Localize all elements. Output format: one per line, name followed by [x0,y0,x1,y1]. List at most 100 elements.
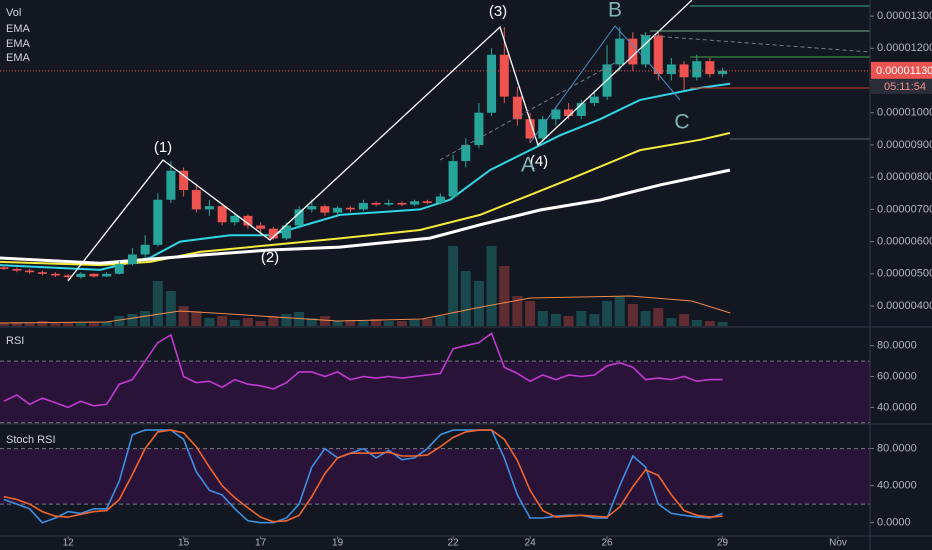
candle-body [256,225,266,229]
indicator-line [3,429,723,523]
band [0,361,870,423]
candle-body [0,267,9,269]
volume-bar [396,321,407,326]
volume-bar [306,318,317,326]
volume-bar [255,321,266,326]
candle-body [89,273,99,277]
volume-bar [409,320,420,326]
candle-body [410,201,420,205]
band [0,448,870,505]
candle-body [307,206,317,210]
x-tick-label: 26 [602,538,614,549]
candle-body [692,61,702,78]
trend-dashed [439,59,621,161]
volume-bar [88,322,99,326]
candle-body [204,206,214,210]
candle-body [281,225,291,239]
y-tick-label: 60.0000 [877,370,917,382]
volume-bar [319,316,330,326]
wave-label: (2) [261,249,279,266]
candle-body [448,161,458,197]
countdown-box [871,78,932,94]
candle-body [422,201,432,203]
candle-body [512,96,522,120]
volume-bar [691,320,702,326]
wave-line [67,0,693,282]
volume-bar [627,304,638,326]
candle-body [140,244,150,255]
x-tick-label: 19 [332,538,344,549]
volume-bar [371,319,382,326]
candle-body [474,112,484,145]
abc-label: B [608,0,622,22]
y-tick-label: 80.0000 [877,340,917,352]
marks-layer: 0.00000400 0.00000500 0.00000600 0.00000700… [0,10,932,549]
candle-body [564,109,574,116]
candle-body [179,170,189,191]
volume-bar [191,311,202,326]
legend-label: Vol [6,7,21,19]
background-layer [0,246,870,505]
candle-body [63,275,73,278]
indicator-line [3,429,723,524]
x-tick-label: 12 [63,538,75,549]
volume-bar [229,320,240,326]
candle-body [525,119,535,139]
wave-label: (3) [489,3,507,20]
volume-bar [614,296,625,326]
candle-body [435,196,445,203]
abc-line [529,25,681,144]
candle-body [268,228,278,239]
volume-bar [563,316,574,326]
volume-bar [127,314,138,326]
candle-body [615,38,625,65]
y-tick-label: 0.00000400 [877,300,932,312]
wave-label: (4) [530,153,548,170]
candle-body [653,35,663,75]
volume-ma [0,295,731,324]
volume-bar [550,314,561,326]
x-tick-label: 22 [448,538,460,549]
volume-bar [704,321,715,326]
x-tick-label: 24 [525,538,537,549]
pane-title: Stoch RSI [6,434,56,446]
candle-body [576,103,586,116]
y-tick-label: 0.00000800 [877,171,932,183]
pane-title: RSI [6,335,24,347]
volume-bar [63,322,74,326]
volume-bar [268,316,279,326]
candle-body [589,96,599,104]
volume-bar [140,311,151,326]
candle-body [461,144,471,162]
candle-body [345,207,355,210]
candle-body [114,264,124,274]
candle-body [217,206,227,223]
countdown-label: 05:11:54 [884,81,926,93]
y-tick-label: 40.0000 [877,401,917,413]
volume-bar [50,323,61,326]
volume-bar [473,281,484,326]
y-tick-label: 0.00001200 [877,42,932,54]
volume-bar [24,323,35,326]
volume-bar [165,291,176,326]
candle-body [718,70,728,75]
candle-body [243,215,253,226]
candle-body [705,61,715,75]
x-tick-label: 15 [178,538,190,549]
last-price-label: 0.00001130 [876,65,932,77]
wave-label: (1) [154,139,172,156]
volume-bar [345,320,356,326]
candle-body [102,273,112,277]
candle-body [358,202,368,210]
ema-line [0,132,731,267]
volume-bar [666,318,677,326]
volume-bar [0,323,9,326]
y-tick-label: 80.0000 [877,442,917,454]
y-tick-label: 0.00001000 [877,107,932,119]
volume-bar [537,311,548,326]
y-tick-label: 0.00000700 [877,203,932,215]
y-tick-label: 0.00001300 [877,10,932,22]
candle-body [153,199,163,245]
candle-body [371,202,381,205]
